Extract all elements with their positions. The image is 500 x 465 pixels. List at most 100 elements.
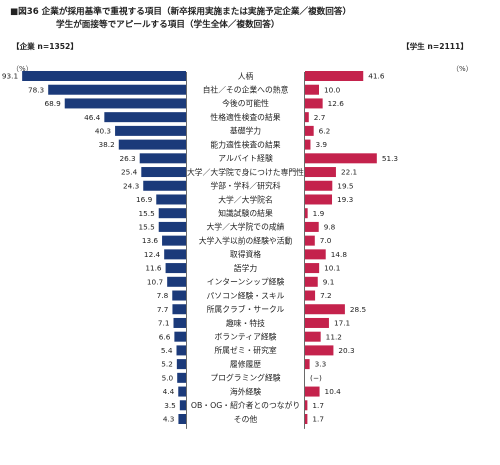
category-label: 知識試験の結果 — [218, 208, 273, 218]
right-unit-label: （%） — [452, 65, 473, 73]
student-value-label: 41.6 — [368, 72, 385, 81]
company-bar — [141, 167, 186, 178]
student-value-label: 9.1 — [323, 277, 335, 286]
student-value-label: 10.1 — [324, 264, 340, 273]
category-label: インターンシップ経験 — [207, 277, 285, 287]
company-bar — [143, 180, 186, 191]
student-bar — [305, 263, 320, 274]
company-bar — [172, 304, 186, 315]
category-label: プログラミング経験 — [210, 373, 280, 383]
student-value-label: 1.7 — [312, 401, 324, 410]
student-bar — [305, 386, 320, 397]
company-value-label: 7.7 — [157, 305, 169, 314]
category-label: 大学入学以前の経験や活動 — [199, 235, 293, 245]
company-value-label: 4.4 — [163, 387, 175, 396]
company-value-label: 46.4 — [84, 113, 101, 122]
left-unit-label: （%） — [12, 65, 33, 73]
student-bar — [305, 167, 336, 178]
chart-title: ■図36 企業が採用基準で重視する項目（新卒採用実施または実施予定企業／複数回答… — [10, 7, 352, 17]
company-bar — [64, 98, 186, 109]
company-value-label: 3.5 — [164, 401, 176, 410]
student-value-label: 14.8 — [331, 250, 348, 259]
student-bar — [305, 331, 321, 342]
company-series-label: 【企業 n=1352】 — [12, 42, 78, 51]
student-bar — [305, 84, 319, 95]
company-bar — [104, 112, 186, 123]
student-bar — [305, 235, 315, 246]
student-bar — [305, 276, 318, 287]
student-bar — [305, 304, 345, 315]
company-value-label: 5.0 — [162, 373, 174, 382]
company-bar — [164, 249, 186, 260]
company-bar — [178, 386, 186, 397]
student-bar — [305, 112, 309, 123]
company-value-label: 24.3 — [123, 181, 140, 190]
company-value-label: 10.7 — [147, 277, 164, 286]
company-bar — [22, 71, 187, 81]
student-bar — [305, 317, 329, 328]
category-label: 人柄 — [238, 71, 254, 81]
company-value-label: 38.2 — [99, 140, 115, 149]
company-value-label: 5.2 — [161, 360, 173, 369]
student-value-label: 3.9 — [315, 140, 327, 149]
company-value-label: 11.6 — [145, 264, 162, 273]
company-value-label: 12.4 — [144, 250, 161, 259]
student-bar — [305, 400, 308, 411]
student-value-label: 20.3 — [338, 346, 355, 355]
company-value-label: 78.3 — [28, 85, 45, 94]
student-bar — [305, 125, 314, 136]
student-bar — [305, 290, 316, 301]
category-label: 語学力 — [234, 263, 258, 273]
company-bar — [158, 208, 186, 219]
category-label: 所属クラブ・サークル — [207, 304, 285, 314]
student-bar — [305, 98, 323, 109]
category-label: 趣味・特技 — [226, 318, 265, 328]
student-bar — [305, 71, 364, 81]
company-value-label: 68.9 — [44, 99, 61, 108]
category-label: 履修履歴 — [230, 359, 261, 369]
student-bar — [305, 208, 308, 219]
category-label: パソコン経験・スキル — [207, 290, 285, 300]
student-value-label: 7.2 — [320, 291, 332, 300]
category-label: 能力適性検査の結果 — [210, 139, 280, 149]
company-bar — [179, 400, 186, 411]
student-value-label: 51.3 — [382, 154, 399, 163]
student-bar — [305, 180, 333, 191]
student-bar — [305, 221, 319, 232]
company-bar — [165, 263, 186, 274]
company-bar — [172, 290, 186, 301]
category-label: 性格適性検査の結果 — [210, 112, 280, 122]
category-label: OB・OG・紹介者とのつながり — [191, 400, 300, 410]
company-bar — [118, 139, 186, 150]
chart-subtitle: 学生が面接等でアピールする項目（学生全体／複数回答） — [56, 20, 280, 30]
category-label: 自社／その企業への熱意 — [203, 85, 289, 95]
company-bar — [158, 221, 186, 232]
student-value-label: 1.9 — [313, 209, 325, 218]
company-bar — [177, 372, 186, 383]
student-value-label: 19.5 — [337, 181, 353, 190]
category-label: 所属ゼミ・研究室 — [214, 345, 277, 355]
company-bar — [48, 84, 186, 95]
student-value-label: 6.2 — [319, 126, 331, 135]
category-label: 大学／大学院名 — [218, 194, 273, 204]
student-value-label: 10.0 — [324, 85, 341, 94]
company-value-label: 5.4 — [161, 346, 173, 355]
student-value-label: 9.8 — [324, 223, 336, 232]
student-value-label: 7.0 — [320, 236, 332, 245]
student-bar — [305, 359, 310, 370]
student-value-label: 22.1 — [341, 168, 357, 177]
company-bar — [167, 276, 186, 287]
category-label: 大学／大学院での成績 — [207, 222, 285, 232]
student-value-label: 28.5 — [350, 305, 366, 314]
student-bar — [305, 414, 308, 424]
category-label: 大学／大学院で身につけた専門性 — [187, 167, 304, 177]
student-bar — [305, 249, 326, 260]
category-label: その他 — [234, 414, 258, 424]
student-value-label: 1.7 — [312, 415, 324, 424]
company-value-label: 4.3 — [163, 415, 175, 424]
category-label: 取得資格 — [230, 249, 261, 259]
company-bar — [139, 153, 186, 164]
company-bar — [176, 345, 186, 356]
student-bar — [305, 345, 334, 356]
company-bar — [173, 317, 186, 328]
